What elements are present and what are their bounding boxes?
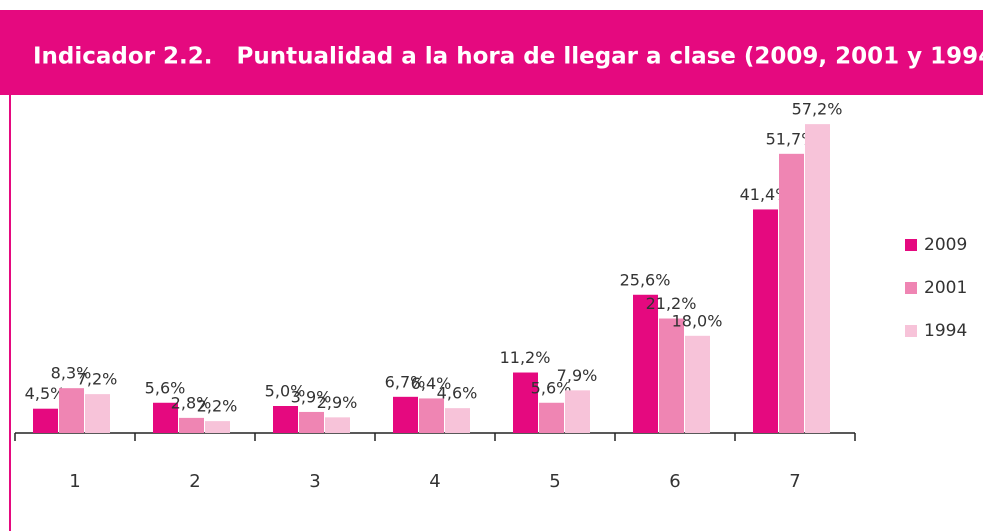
data-label: 5,6%	[531, 378, 572, 397]
bar	[179, 417, 204, 433]
bar	[565, 390, 590, 433]
data-label: 3,9%	[291, 387, 332, 406]
data-label: 51,7%	[766, 129, 817, 148]
data-label: 6,4%	[411, 374, 452, 393]
data-label: 7,9%	[557, 366, 598, 385]
bar	[33, 408, 58, 433]
x-tick-label: 1	[69, 471, 80, 492]
bar	[685, 335, 710, 433]
chart-title: Indicador 2.2. Puntualidad a la hora de …	[33, 44, 983, 70]
data-label: 4,5%	[25, 384, 66, 403]
bar	[445, 408, 470, 433]
data-label: 5,6%	[145, 378, 186, 397]
legend-swatch	[905, 325, 917, 337]
x-tick-label: 4	[429, 471, 440, 492]
x-tick-label: 6	[669, 471, 680, 492]
bar	[205, 421, 230, 433]
bar	[513, 372, 538, 433]
bar	[539, 402, 564, 433]
data-label: 57,2%	[792, 100, 843, 119]
data-label: 11,2%	[500, 348, 551, 367]
legend-label: 2009	[924, 235, 967, 255]
bar	[299, 411, 324, 433]
data-label: 6,7%	[385, 372, 426, 391]
legend-label: 2001	[924, 278, 967, 298]
data-label: 4,6%	[437, 384, 478, 403]
legend-swatch	[905, 239, 917, 251]
data-label: 18,0%	[672, 311, 723, 330]
bar	[659, 318, 684, 433]
bar	[273, 406, 298, 433]
x-tick-label: 2	[189, 471, 200, 492]
x-tick-label: 5	[549, 471, 560, 492]
bar	[85, 394, 110, 433]
bar	[779, 153, 804, 433]
bar	[153, 402, 178, 433]
data-label: 2,2%	[197, 397, 238, 416]
data-label: 41,4%	[740, 185, 791, 204]
legend-swatch	[905, 282, 917, 294]
bar	[419, 398, 444, 433]
header-band	[0, 10, 983, 95]
x-tick-label: 7	[789, 471, 800, 492]
data-label: 7,2%	[77, 370, 118, 389]
data-label: 25,6%	[620, 270, 671, 289]
bar	[325, 417, 350, 433]
x-tick-label: 3	[309, 471, 320, 492]
data-label: 21,2%	[646, 294, 697, 313]
bar	[59, 388, 84, 433]
data-label: 2,9%	[317, 393, 358, 412]
legend-label: 1994	[924, 321, 967, 341]
bar	[805, 124, 830, 434]
data-label: 2,8%	[171, 393, 212, 412]
data-label: 8,3%	[51, 364, 92, 383]
bar	[393, 396, 418, 433]
data-label: 5,0%	[265, 382, 306, 401]
bar	[753, 209, 778, 433]
bar	[633, 294, 658, 433]
